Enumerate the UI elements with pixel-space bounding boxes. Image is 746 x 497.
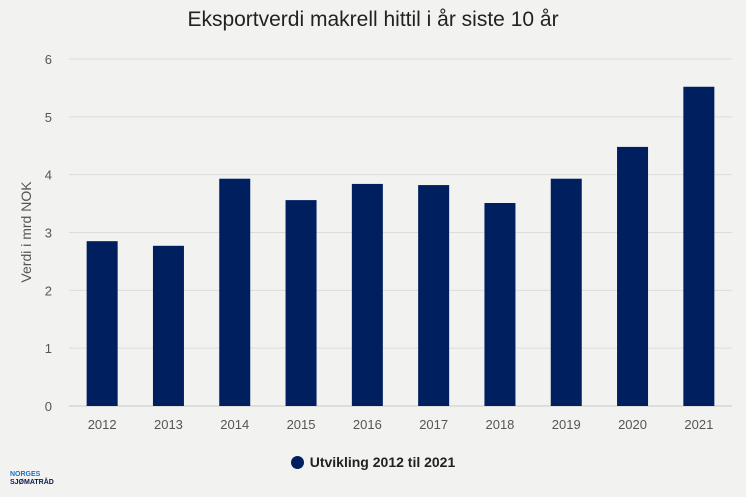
bar-2021 xyxy=(683,86,715,406)
x-tick-label: 2018 xyxy=(485,417,514,432)
y-tick-label: 5 xyxy=(45,110,52,125)
logo-line2: SJØMATRÅD xyxy=(10,479,54,486)
x-tick-label: 2021 xyxy=(684,417,713,432)
bar-2015 xyxy=(285,200,317,406)
legend-marker xyxy=(290,456,304,469)
x-tick-label: 2014 xyxy=(220,417,249,432)
logo-line1: NORGES xyxy=(10,471,41,478)
x-tick-label: 2020 xyxy=(618,417,647,432)
norges-sjomatrad-logo: NORGES SJØMATRÅD xyxy=(10,471,54,487)
y-tick-label: 1 xyxy=(45,341,52,356)
bar-2012 xyxy=(86,241,118,406)
x-tick-label: 2012 xyxy=(88,417,117,432)
y-tick-label: 6 xyxy=(45,52,52,67)
bar-2017 xyxy=(418,185,450,406)
x-tick-label: 2013 xyxy=(154,417,183,432)
chart-title: Eksportverdi makrell hittil i år siste 1… xyxy=(187,8,559,31)
y-tick-label: 0 xyxy=(45,399,52,414)
bar-2016 xyxy=(351,183,383,406)
bar-2020 xyxy=(617,146,649,406)
x-tick-label: 2016 xyxy=(353,417,382,432)
bar-2014 xyxy=(219,178,251,406)
x-tick-label: 2017 xyxy=(419,417,448,432)
legend[interactable]: Utvikling 2012 til 2021 xyxy=(0,454,746,470)
legend-label: Utvikling 2012 til 2021 xyxy=(309,454,456,470)
x-tick-label: 2015 xyxy=(287,417,316,432)
bar-2018 xyxy=(484,203,516,406)
y-axis-label: Verdi i mrd NOK xyxy=(18,181,34,283)
y-tick-label: 4 xyxy=(45,168,52,183)
bar-2013 xyxy=(152,245,184,406)
y-tick-label: 3 xyxy=(45,226,52,241)
x-tick-label: 2019 xyxy=(552,417,581,432)
bar-2019 xyxy=(550,178,582,406)
y-tick-label: 2 xyxy=(45,283,52,298)
